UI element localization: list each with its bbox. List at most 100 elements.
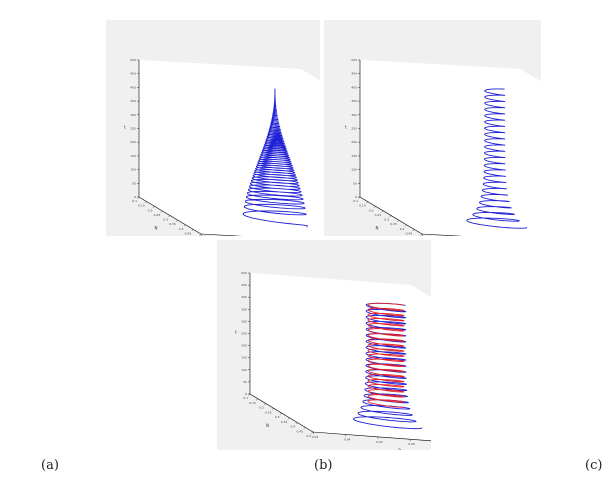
- y-tick: [381, 210, 384, 213]
- y-axis-label: N: [266, 423, 269, 428]
- x-tick: [345, 434, 347, 437]
- y-tick: [152, 206, 155, 208]
- y-tick-label: 0.4: [400, 227, 405, 231]
- z-tick-label: 350: [351, 99, 357, 103]
- x-tick: [200, 233, 202, 236]
- y-tick-label: 0.3: [275, 415, 280, 419]
- y-tick: [183, 224, 186, 227]
- z-tick-label: 200: [241, 344, 247, 348]
- z-tick-label: 200: [130, 140, 136, 144]
- y-tick: [295, 422, 298, 425]
- z-axis-label: t: [124, 125, 126, 130]
- y-tick: [412, 229, 415, 232]
- series-1-trajectory: [367, 302, 405, 408]
- z-tick-label: 150: [130, 154, 136, 158]
- y-tick-label: 0.15: [249, 401, 256, 405]
- right-wall: [520, 69, 541, 219]
- left-wall: [250, 273, 313, 432]
- y-tick-label: 0.35: [281, 420, 288, 424]
- z-tick-label: 350: [130, 99, 136, 103]
- caption-a: (a): [41, 458, 59, 473]
- y-tick-label: 0.4: [179, 227, 184, 231]
- y-tick: [176, 219, 178, 222]
- y-tick-label: 0.2: [259, 406, 264, 410]
- x-tick: [312, 431, 314, 435]
- panel-b-3d-plot: 0 50 100 150 200 250 300 350 400 450 500 t 0.1 0.15 0.…: [324, 20, 541, 236]
- z-tick-label: 150: [241, 356, 247, 360]
- y-tick: [279, 412, 282, 415]
- y-tick-label: 0.25: [375, 213, 382, 217]
- panel-c-svg: 050100150200250300350400450500t0.10.150.…: [235, 271, 431, 450]
- y-tick: [160, 210, 163, 213]
- y-tick: [397, 219, 399, 222]
- y-tick-label: 0.45: [296, 429, 303, 433]
- plot-box: [360, 60, 541, 236]
- y-tick: [303, 427, 306, 429]
- y-tick: [248, 393, 251, 396]
- z-tick-label: 0: [355, 195, 357, 199]
- x-axis-line: [421, 233, 463, 236]
- y-tick: [404, 224, 407, 227]
- y-tick-label: 0.15: [359, 204, 366, 208]
- x-tick: [421, 233, 423, 236]
- z-tick-label: 50: [132, 181, 136, 185]
- y-tick-label: 0.2: [369, 208, 374, 212]
- z-tick-label: 250: [351, 127, 357, 131]
- x-tick-label: 0.06: [408, 442, 415, 446]
- z-tick-label: 100: [130, 168, 136, 172]
- z-tick-label: 100: [241, 368, 247, 372]
- y-tick: [366, 201, 368, 204]
- x-tick-label: 0.04: [344, 437, 351, 441]
- y-tick-label: 0.45: [185, 231, 192, 235]
- y-tick: [145, 201, 147, 204]
- y-tick-label: 0.2: [148, 208, 153, 212]
- y-tick: [389, 215, 392, 218]
- x-tick: [409, 439, 411, 442]
- left-wall: [139, 60, 201, 234]
- y-tick-label: 0.3: [163, 218, 168, 222]
- series-0-trajectory: [352, 302, 423, 430]
- panel-a-svg: 050100150200250300350400450500t0.10.150.…: [124, 58, 320, 236]
- z-tick-label: 450: [351, 72, 357, 76]
- z-tick-label: 350: [241, 307, 247, 311]
- y-axis-label: N: [155, 226, 158, 231]
- z-tick-label: 450: [130, 72, 136, 76]
- z-tick-label: 0: [134, 195, 136, 199]
- z-tick-label: 250: [241, 332, 247, 336]
- x-tick: [377, 436, 379, 439]
- y-axis-line: [138, 196, 202, 235]
- panel-b-svg: 050100150200250300350400450500t0.10.150.…: [345, 58, 541, 236]
- y-tick-label: 0.45: [406, 231, 413, 235]
- z-tick-label: 300: [241, 319, 247, 323]
- z-tick-label: 500: [130, 58, 136, 62]
- y-tick: [373, 206, 376, 208]
- z-axis-label: t: [345, 125, 347, 130]
- z-tick-label: 300: [130, 113, 136, 117]
- x-axis-line: [312, 431, 431, 442]
- z-tick-label: 400: [351, 85, 357, 89]
- y-tick: [311, 431, 314, 434]
- z-tick-label: 250: [130, 127, 136, 131]
- y-tick-label: 0.1: [243, 396, 248, 400]
- z-tick-label: 100: [351, 168, 357, 172]
- x-tick-label: 0.03: [312, 435, 319, 439]
- z-tick-label: 200: [351, 140, 357, 144]
- y-tick-label: 0.25: [265, 410, 272, 414]
- y-tick-label: 0.5: [306, 434, 311, 438]
- z-tick-label: 450: [241, 283, 247, 287]
- y-tick-label: 0.15: [138, 204, 145, 208]
- y-tick-label: 0.35: [390, 222, 397, 226]
- panel-a-3d-plot: 0 50 100 150 200 250 300 350 400 450 500 t 0.1 0.15 0.…: [106, 20, 320, 236]
- y-tick: [191, 229, 194, 232]
- z-tick-label: 150: [351, 154, 357, 158]
- z-tick-label: 400: [130, 85, 136, 89]
- z-tick-label: 300: [351, 113, 357, 117]
- z-tick-label: 400: [241, 295, 247, 299]
- y-tick: [420, 233, 423, 236]
- top-face: [360, 60, 541, 104]
- y-tick: [137, 196, 140, 199]
- z-tick-label: 50: [353, 181, 357, 185]
- y-tick: [358, 196, 361, 199]
- plot-box: [139, 60, 320, 236]
- y-tick: [168, 215, 171, 218]
